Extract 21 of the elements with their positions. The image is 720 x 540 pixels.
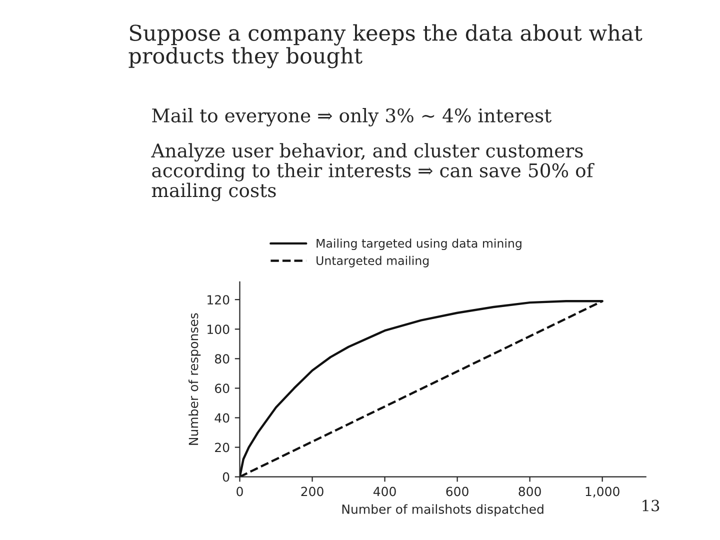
y-tick-label: 80 (214, 354, 230, 364)
x-tick-label: 800 (518, 486, 541, 496)
y-tick-label: 120 (208, 295, 230, 305)
x-tick-label: 200 (301, 486, 324, 496)
text: Suppose a company keeps the data about what products they bought (128, 24, 642, 68)
y-axis-title: Number of responses (188, 313, 201, 445)
legend-label: Mailing targeted using data mining (316, 238, 522, 250)
x-tick-label: 0 (236, 486, 243, 496)
text: 13 (642, 500, 660, 512)
y-tick-label: 0 (222, 472, 230, 482)
legend-label: Untargeted mailing (316, 256, 429, 268)
x-axis-title: Number of mailshots dispatched (342, 504, 544, 516)
y-tick-label: 60 (215, 384, 230, 394)
text: Mail to everyone ⇒ only 3% ~ 4% interest (152, 108, 552, 126)
y-tick-label: 20 (215, 442, 230, 452)
text: Analyze user behavior, and cluster customers according to their interests ⇒ can save 50% of mailing costs (151, 143, 594, 202)
y-tick-label: 100 (208, 324, 230, 334)
x-tick-label: 400 (373, 486, 396, 496)
x-tick-label: 600 (446, 486, 468, 496)
y-tick-label: 40 (214, 413, 230, 423)
x-tick-label: 1,000 (586, 486, 620, 498)
